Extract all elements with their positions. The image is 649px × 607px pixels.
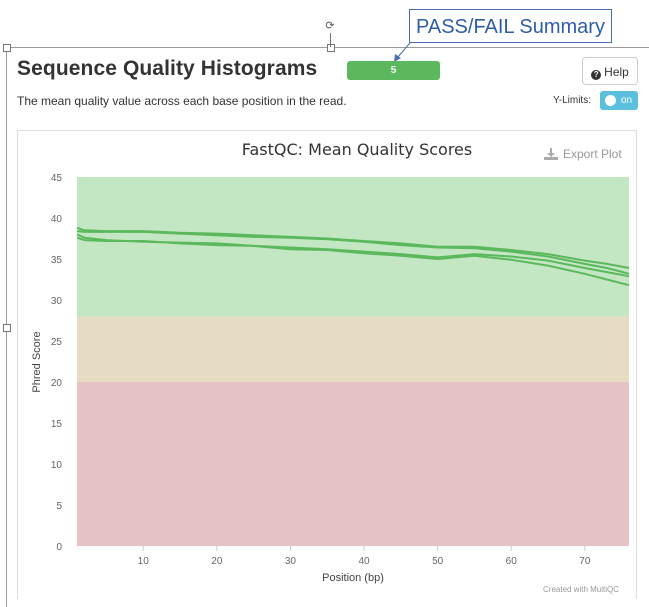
rotate-icon[interactable]: ⟳ (325, 20, 335, 32)
export-plot-button[interactable]: Export Plot (544, 147, 622, 161)
y-limits-toggle[interactable]: on (600, 91, 638, 110)
y-axis-ticks: 0 5 10 15 20 25 30 35 40 45 (51, 173, 63, 553)
y-axis-label: Phred Score (31, 331, 43, 392)
y-tick-label: 25 (51, 337, 63, 348)
x-tick-label: 60 (506, 556, 518, 567)
chart-title: FastQC: Mean Quality Scores (241, 140, 473, 159)
y-tick-label: 45 (51, 173, 63, 184)
resize-handle-top-center[interactable] (327, 44, 335, 52)
export-plot-label: Export Plot (563, 147, 622, 161)
x-tick-label: 40 (358, 556, 370, 567)
x-tick-label: 20 (211, 556, 223, 567)
y-limits-label: Y-Limits: (553, 95, 591, 106)
rotation-handle-stem (330, 33, 331, 47)
x-tick-label: 30 (285, 556, 297, 567)
y-tick-label: 40 (51, 214, 63, 225)
download-icon (544, 148, 558, 160)
quality-zone-1 (77, 316, 629, 382)
series-line-2[interactable] (76, 230, 630, 275)
status-badge[interactable]: 5 (347, 61, 440, 80)
quality-zone-2 (77, 382, 629, 546)
section-description: The mean quality value across each base … (17, 94, 347, 108)
series-line-4[interactable] (76, 236, 630, 287)
help-button-label: Help (604, 65, 629, 79)
y-tick-label: 20 (51, 378, 63, 389)
y-tick-label: 15 (51, 419, 63, 430)
data-series (76, 226, 630, 287)
toggle-label: on (621, 95, 633, 106)
x-tick-label: 50 (432, 556, 444, 567)
x-tick-label: 70 (579, 556, 591, 567)
x-axis-ticks: 10 20 30 40 50 60 70 (138, 546, 591, 567)
multiqc-credit: Created with MultiQC (543, 585, 620, 594)
section-title: Sequence Quality Histograms (17, 57, 318, 80)
callout-arrow (394, 42, 411, 62)
resize-handle-middle-left[interactable] (3, 324, 11, 332)
x-tick-label: 10 (138, 556, 150, 567)
y-tick-label: 35 (51, 255, 63, 266)
help-button[interactable]: ? Help (582, 57, 638, 85)
y-tick-label: 30 (51, 296, 63, 307)
x-axis-label: Position (bp) (322, 572, 384, 584)
quality-zones (77, 177, 629, 546)
pass-fail-summary-callout: PASS/FAIL Summary (409, 9, 612, 43)
y-tick-label: 0 (56, 542, 62, 553)
quality-zone-0 (77, 177, 629, 317)
y-tick-label: 5 (56, 501, 62, 512)
resize-handle-top-left[interactable] (3, 44, 11, 52)
y-tick-label: 10 (51, 460, 63, 471)
plot-panel (17, 130, 637, 599)
question-icon: ? (591, 70, 602, 80)
toggle-knob (605, 95, 616, 106)
